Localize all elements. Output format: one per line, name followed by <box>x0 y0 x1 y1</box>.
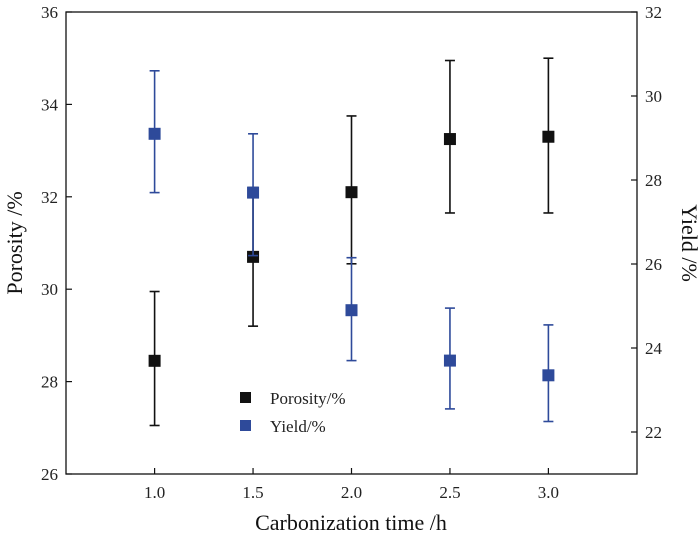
x-tick-label: 1.5 <box>242 483 263 502</box>
x-tick-label: 1.0 <box>144 483 165 502</box>
legend: Porosity/% Yield/% <box>240 389 346 436</box>
left-y-tick-label: 36 <box>41 3 58 22</box>
series-layer <box>148 57 555 427</box>
right-y-tick-label: 32 <box>645 3 662 22</box>
legend-label-porosity: Porosity/% <box>270 389 346 408</box>
right-y-tick-label: 26 <box>645 255 662 274</box>
series-porosity <box>148 57 555 427</box>
left-y-tick-label: 34 <box>41 95 59 114</box>
porosity-point <box>247 250 260 263</box>
yield-point <box>345 304 358 317</box>
left-y-tick-label: 26 <box>41 465 58 484</box>
yield-point <box>148 127 161 140</box>
right-y-tick-label: 30 <box>645 87 662 106</box>
x-tick-label: 2.5 <box>439 483 460 502</box>
legend-marker-porosity <box>240 392 251 403</box>
series-yield <box>148 70 555 423</box>
x-axis-ticks: 1.0 1.5 2.0 2.5 3.0 <box>144 468 559 502</box>
x-tick-label: 2.0 <box>341 483 362 502</box>
right-y-tick-label: 24 <box>645 339 663 358</box>
left-y-tick-label: 30 <box>41 280 58 299</box>
left-y-tick-label: 28 <box>41 373 58 392</box>
yield-point <box>247 186 260 199</box>
right-y-tick-label: 28 <box>645 171 662 190</box>
legend-label-yield: Yield/% <box>270 417 326 436</box>
yield-point <box>443 354 456 367</box>
right-y-axis-ticks: 22 24 26 28 30 32 <box>631 3 663 442</box>
right-y-axis-title: Yield /% <box>677 204 700 282</box>
yield-point <box>542 369 555 382</box>
left-y-axis-title: Porosity /% <box>2 191 27 294</box>
porosity-point <box>542 130 555 143</box>
porosity-point <box>443 133 456 146</box>
x-axis-title: Carbonization time /h <box>255 510 447 534</box>
right-y-tick-label: 22 <box>645 423 662 442</box>
x-tick-label: 3.0 <box>538 483 559 502</box>
left-y-axis-ticks: 26 28 30 32 34 36 <box>41 3 72 484</box>
legend-marker-yield <box>240 420 251 431</box>
porosity-point <box>345 186 358 199</box>
porosity-point <box>148 354 161 367</box>
left-y-tick-label: 32 <box>41 188 58 207</box>
